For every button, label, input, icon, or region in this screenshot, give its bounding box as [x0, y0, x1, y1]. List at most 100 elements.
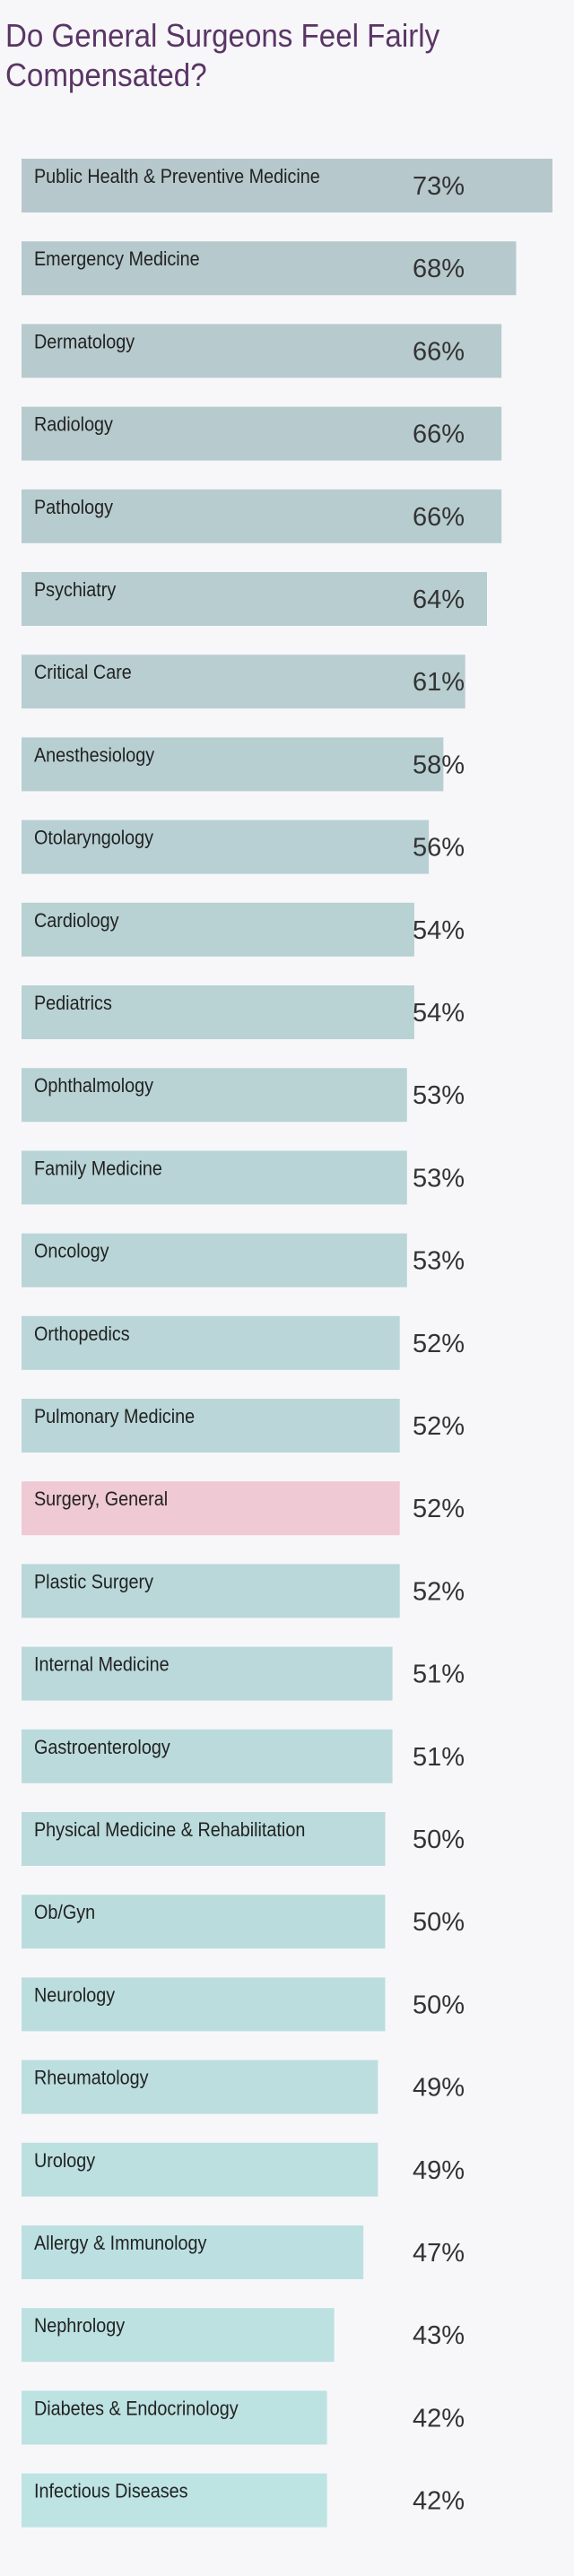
category-label: Diabetes & Endocrinology [34, 2398, 239, 2419]
bar [22, 985, 414, 1039]
bar-group: Family Medicine 53% [22, 1150, 465, 1205]
category-label: Critical Care [34, 662, 132, 683]
category-label: Nephrology [34, 2315, 126, 2337]
bar [22, 406, 502, 461]
bar-group: Anesthesiology 58% [22, 737, 465, 792]
category-label: Otolaryngology [34, 828, 154, 849]
category-label: Physical Medicine & Rehabilitation [34, 1819, 305, 1841]
category-label: Infectious Diseases [34, 2481, 188, 2502]
bar [22, 1233, 407, 1288]
category-label: Surgery, General [34, 1488, 168, 1510]
bar [22, 2142, 378, 2197]
bar [22, 820, 430, 874]
value-label: 58% [413, 750, 465, 779]
bar-group: Dermatology 66% [22, 324, 502, 378]
value-label: 52% [413, 1495, 465, 1523]
bar [22, 2308, 335, 2363]
category-label: Radiology [34, 414, 113, 436]
category-label: Internal Medicine [34, 1654, 170, 1676]
value-label: 53% [413, 1164, 465, 1193]
value-label: 51% [413, 1661, 465, 1689]
category-label: Plastic Surgery [34, 1571, 154, 1592]
bar-group: Physical Medicine & Rehabilitation 50% [22, 1812, 465, 1866]
value-label: 73% [413, 172, 465, 201]
category-label: Orthopedics [34, 1323, 130, 1345]
bar-group: Critical Care 61% [22, 655, 465, 709]
bar [22, 2473, 327, 2528]
bar [22, 1729, 393, 1783]
category-label: Allergy & Immunology [34, 2233, 207, 2254]
bar-group: Urology 49% [22, 2142, 465, 2197]
bar-group: Pulmonary Medicine 52% [22, 1399, 465, 1453]
category-label: Gastroenterology [34, 1737, 170, 1758]
bar [22, 572, 487, 626]
value-label: 52% [413, 1412, 465, 1441]
category-label: Ob/Gyn [34, 1902, 95, 1923]
value-label: 53% [413, 1247, 465, 1276]
bar-group: Public Health & Preventive Medicine 73% [22, 159, 552, 212]
value-label: 51% [413, 1743, 465, 1772]
bar-group: Allergy & Immunology 47% [22, 2225, 465, 2279]
bar [22, 1646, 393, 1701]
category-label: Oncology [34, 1241, 109, 1262]
bar-group: Diabetes & Endocrinology 42% [22, 2390, 465, 2445]
value-label: 52% [413, 1577, 465, 1606]
value-label: 56% [413, 834, 465, 863]
bar-group: Pediatrics 54% [22, 985, 465, 1039]
category-label: Emergency Medicine [34, 248, 200, 270]
bar [22, 737, 444, 792]
category-label: Psychiatry [34, 579, 117, 601]
bar [22, 241, 517, 296]
category-label: Pathology [34, 497, 113, 518]
bar [22, 1068, 407, 1123]
value-label: 42% [413, 2404, 465, 2433]
category-label: Cardiology [34, 910, 119, 932]
value-label: 50% [413, 1826, 465, 1854]
bar [22, 489, 502, 543]
category-label: Rheumatology [34, 2068, 149, 2089]
bar-group: Gastroenterology 51% [22, 1729, 465, 1783]
chart-title: Do General Surgeons Feel Fairly Compensa… [5, 17, 440, 93]
bar [22, 1399, 400, 1453]
value-label: 49% [413, 2074, 465, 2103]
bar [22, 2060, 378, 2114]
category-label: Anesthesiology [34, 744, 155, 766]
category-label: Ophthalmology [34, 1075, 154, 1097]
category-label: Pulmonary Medicine [34, 1406, 195, 1427]
bar [22, 1315, 400, 1370]
category-label: Neurology [34, 1984, 116, 2006]
bar-group: Rheumatology 49% [22, 2060, 465, 2114]
bar [22, 1150, 407, 1205]
value-label: 66% [413, 503, 465, 532]
bar-group: Oncology 53% [22, 1233, 465, 1288]
bar-group: Ophthalmology 53% [22, 1068, 465, 1123]
bar-group: Cardiology 54% [22, 902, 465, 957]
category-label: Pediatrics [34, 993, 112, 1014]
bar [22, 902, 414, 957]
category-label: Public Health & Preventive Medicine [34, 166, 320, 187]
bar [22, 1812, 386, 1866]
bar [22, 159, 552, 212]
category-label: Urology [34, 2150, 96, 2172]
bar-group: Neurology 50% [22, 1977, 465, 2032]
bar [22, 1977, 386, 2032]
bar [22, 2225, 364, 2279]
bar-group: Plastic Surgery 52% [22, 1564, 465, 1618]
value-label: 49% [413, 2156, 465, 2185]
value-label: 66% [413, 337, 465, 366]
value-label: 50% [413, 1991, 465, 2019]
value-label: 54% [413, 999, 465, 1028]
bar-group: Nephrology 43% [22, 2308, 465, 2363]
bar [22, 1564, 400, 1618]
value-label: 50% [413, 1908, 465, 1937]
value-label: 53% [413, 1081, 465, 1110]
bar-group: Emergency Medicine 68% [22, 241, 517, 296]
bar-group: Pathology 66% [22, 489, 502, 543]
bar [22, 2390, 327, 2445]
bar-group: Infectious Diseases 42% [22, 2473, 465, 2528]
value-label: 52% [413, 1330, 465, 1358]
bar-group: Orthopedics 52% [22, 1315, 465, 1370]
value-label: 43% [413, 2321, 465, 2350]
value-label: 66% [413, 421, 465, 449]
